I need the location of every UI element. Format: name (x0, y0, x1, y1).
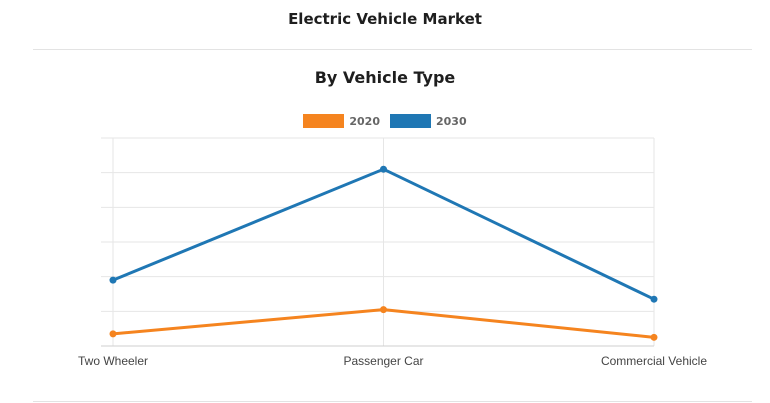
legend-label-2020: 2020 (349, 114, 380, 128)
chart-title: By Vehicle Type (314, 68, 456, 87)
x-tick-label: Commercial Vehicle (601, 354, 707, 368)
legend-swatch-2030 (390, 114, 431, 128)
data-point-2020 (109, 330, 117, 338)
data-point-2030 (109, 276, 117, 284)
bottom-divider (33, 401, 752, 402)
chart-legend: 2020 2030 (0, 114, 770, 128)
data-point-2020 (650, 333, 658, 341)
legend-label-2030: 2030 (436, 114, 467, 128)
widget-title: Electric Vehicle Market (288, 10, 482, 28)
legend-item-2030[interactable]: 2030 (390, 114, 467, 128)
title-divider (33, 49, 752, 50)
data-point-2020 (380, 306, 387, 314)
x-tick-label: Passenger Car (343, 354, 423, 368)
legend-item-2020[interactable]: 2020 (303, 114, 380, 128)
x-tick-label: Two Wheeler (78, 354, 148, 368)
data-point-2030 (650, 295, 658, 303)
data-point-2030 (380, 165, 387, 173)
legend-swatch-2020 (303, 114, 345, 128)
